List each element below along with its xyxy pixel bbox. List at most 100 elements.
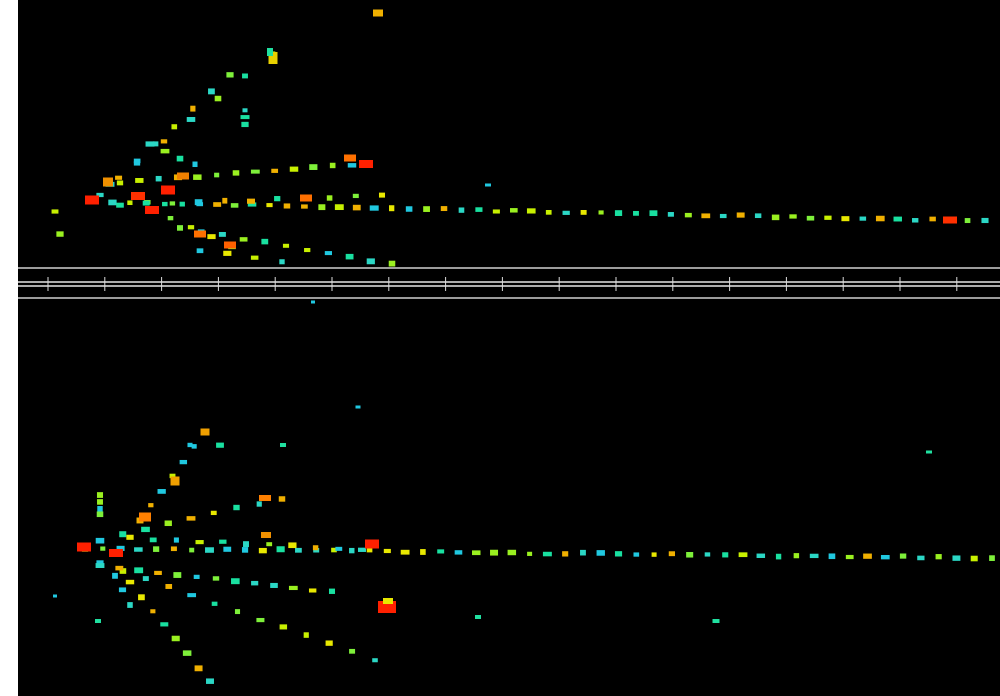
hit: [335, 547, 342, 551]
hit: [510, 208, 518, 212]
hit: [188, 225, 194, 229]
hit: [177, 156, 184, 162]
hit: [279, 259, 284, 264]
hit: [346, 254, 354, 260]
hit: [353, 205, 361, 211]
hit: [353, 194, 359, 198]
hit: [349, 649, 355, 654]
hit: [117, 180, 123, 185]
hit: [358, 548, 366, 552]
hit: [206, 678, 214, 683]
hit: [259, 495, 271, 501]
hit: [359, 160, 373, 168]
hit: [881, 555, 890, 559]
hit: [127, 200, 132, 205]
hit: [304, 632, 309, 638]
display-background: [18, 0, 1000, 696]
hit: [177, 225, 183, 231]
hit: [527, 552, 532, 556]
hit: [222, 198, 227, 204]
hit: [242, 108, 247, 112]
hit: [283, 244, 289, 248]
page: (() => { JSON.parse(document.getElementB…: [0, 0, 1000, 696]
hit: [247, 199, 255, 204]
hit: [329, 589, 335, 594]
hit: [96, 563, 105, 568]
hit: [96, 538, 105, 544]
hit: [876, 216, 885, 222]
hit: [115, 566, 123, 571]
hit: [309, 588, 316, 592]
hit: [952, 555, 960, 560]
hit: [219, 232, 226, 237]
hit: [373, 10, 383, 17]
hit: [211, 511, 217, 515]
hit: [597, 550, 605, 556]
hit: [148, 503, 153, 507]
hit: [197, 248, 204, 253]
hit: [233, 170, 240, 175]
hit: [304, 248, 310, 252]
hit: [737, 212, 745, 217]
hit: [171, 124, 177, 129]
hit: [615, 551, 622, 556]
hit: [215, 96, 222, 102]
hit: [295, 548, 302, 553]
hit: [475, 615, 481, 619]
hit: [459, 207, 465, 212]
hit: [713, 619, 720, 623]
hit: [177, 173, 189, 180]
hit: [100, 546, 105, 550]
hit: [112, 573, 118, 579]
hit: [85, 196, 99, 205]
hit: [141, 527, 150, 532]
hit: [701, 213, 710, 218]
hit: [251, 256, 259, 260]
hit: [335, 204, 344, 210]
hit: [633, 211, 639, 216]
hit: [194, 575, 200, 579]
hit: [53, 595, 57, 598]
hit: [150, 609, 155, 613]
hit: [475, 207, 482, 212]
hit: [103, 178, 113, 187]
hit: [242, 547, 248, 553]
hit: [195, 199, 203, 205]
hit: [437, 549, 444, 553]
event-display: [0, 0, 1000, 696]
hit: [669, 551, 675, 556]
hit: [423, 206, 430, 212]
hit: [280, 443, 286, 447]
hit: [189, 548, 194, 553]
hit: [739, 552, 748, 557]
hit: [97, 499, 103, 505]
hit: [527, 208, 536, 213]
hit: [156, 176, 162, 181]
hit: [153, 546, 159, 552]
hit: [172, 636, 180, 642]
hit: [284, 203, 291, 208]
hit: [720, 214, 727, 218]
hit: [757, 554, 765, 558]
hit: [213, 202, 221, 207]
hit: [212, 602, 218, 606]
hit: [327, 195, 333, 200]
hit: [95, 619, 101, 623]
hit: [266, 542, 272, 546]
hit: [119, 587, 126, 592]
hit: [126, 580, 134, 585]
hit: [633, 552, 639, 556]
hit: [599, 210, 604, 214]
hit: [170, 201, 175, 205]
hit: [145, 206, 159, 214]
hit: [216, 443, 224, 448]
hit: [989, 555, 995, 561]
hit: [146, 141, 155, 146]
hit: [300, 195, 312, 202]
hit: [356, 406, 361, 409]
hit: [261, 532, 271, 538]
hit: [187, 516, 196, 520]
hit: [139, 513, 151, 522]
hit: [309, 164, 317, 170]
hit: [195, 665, 203, 671]
